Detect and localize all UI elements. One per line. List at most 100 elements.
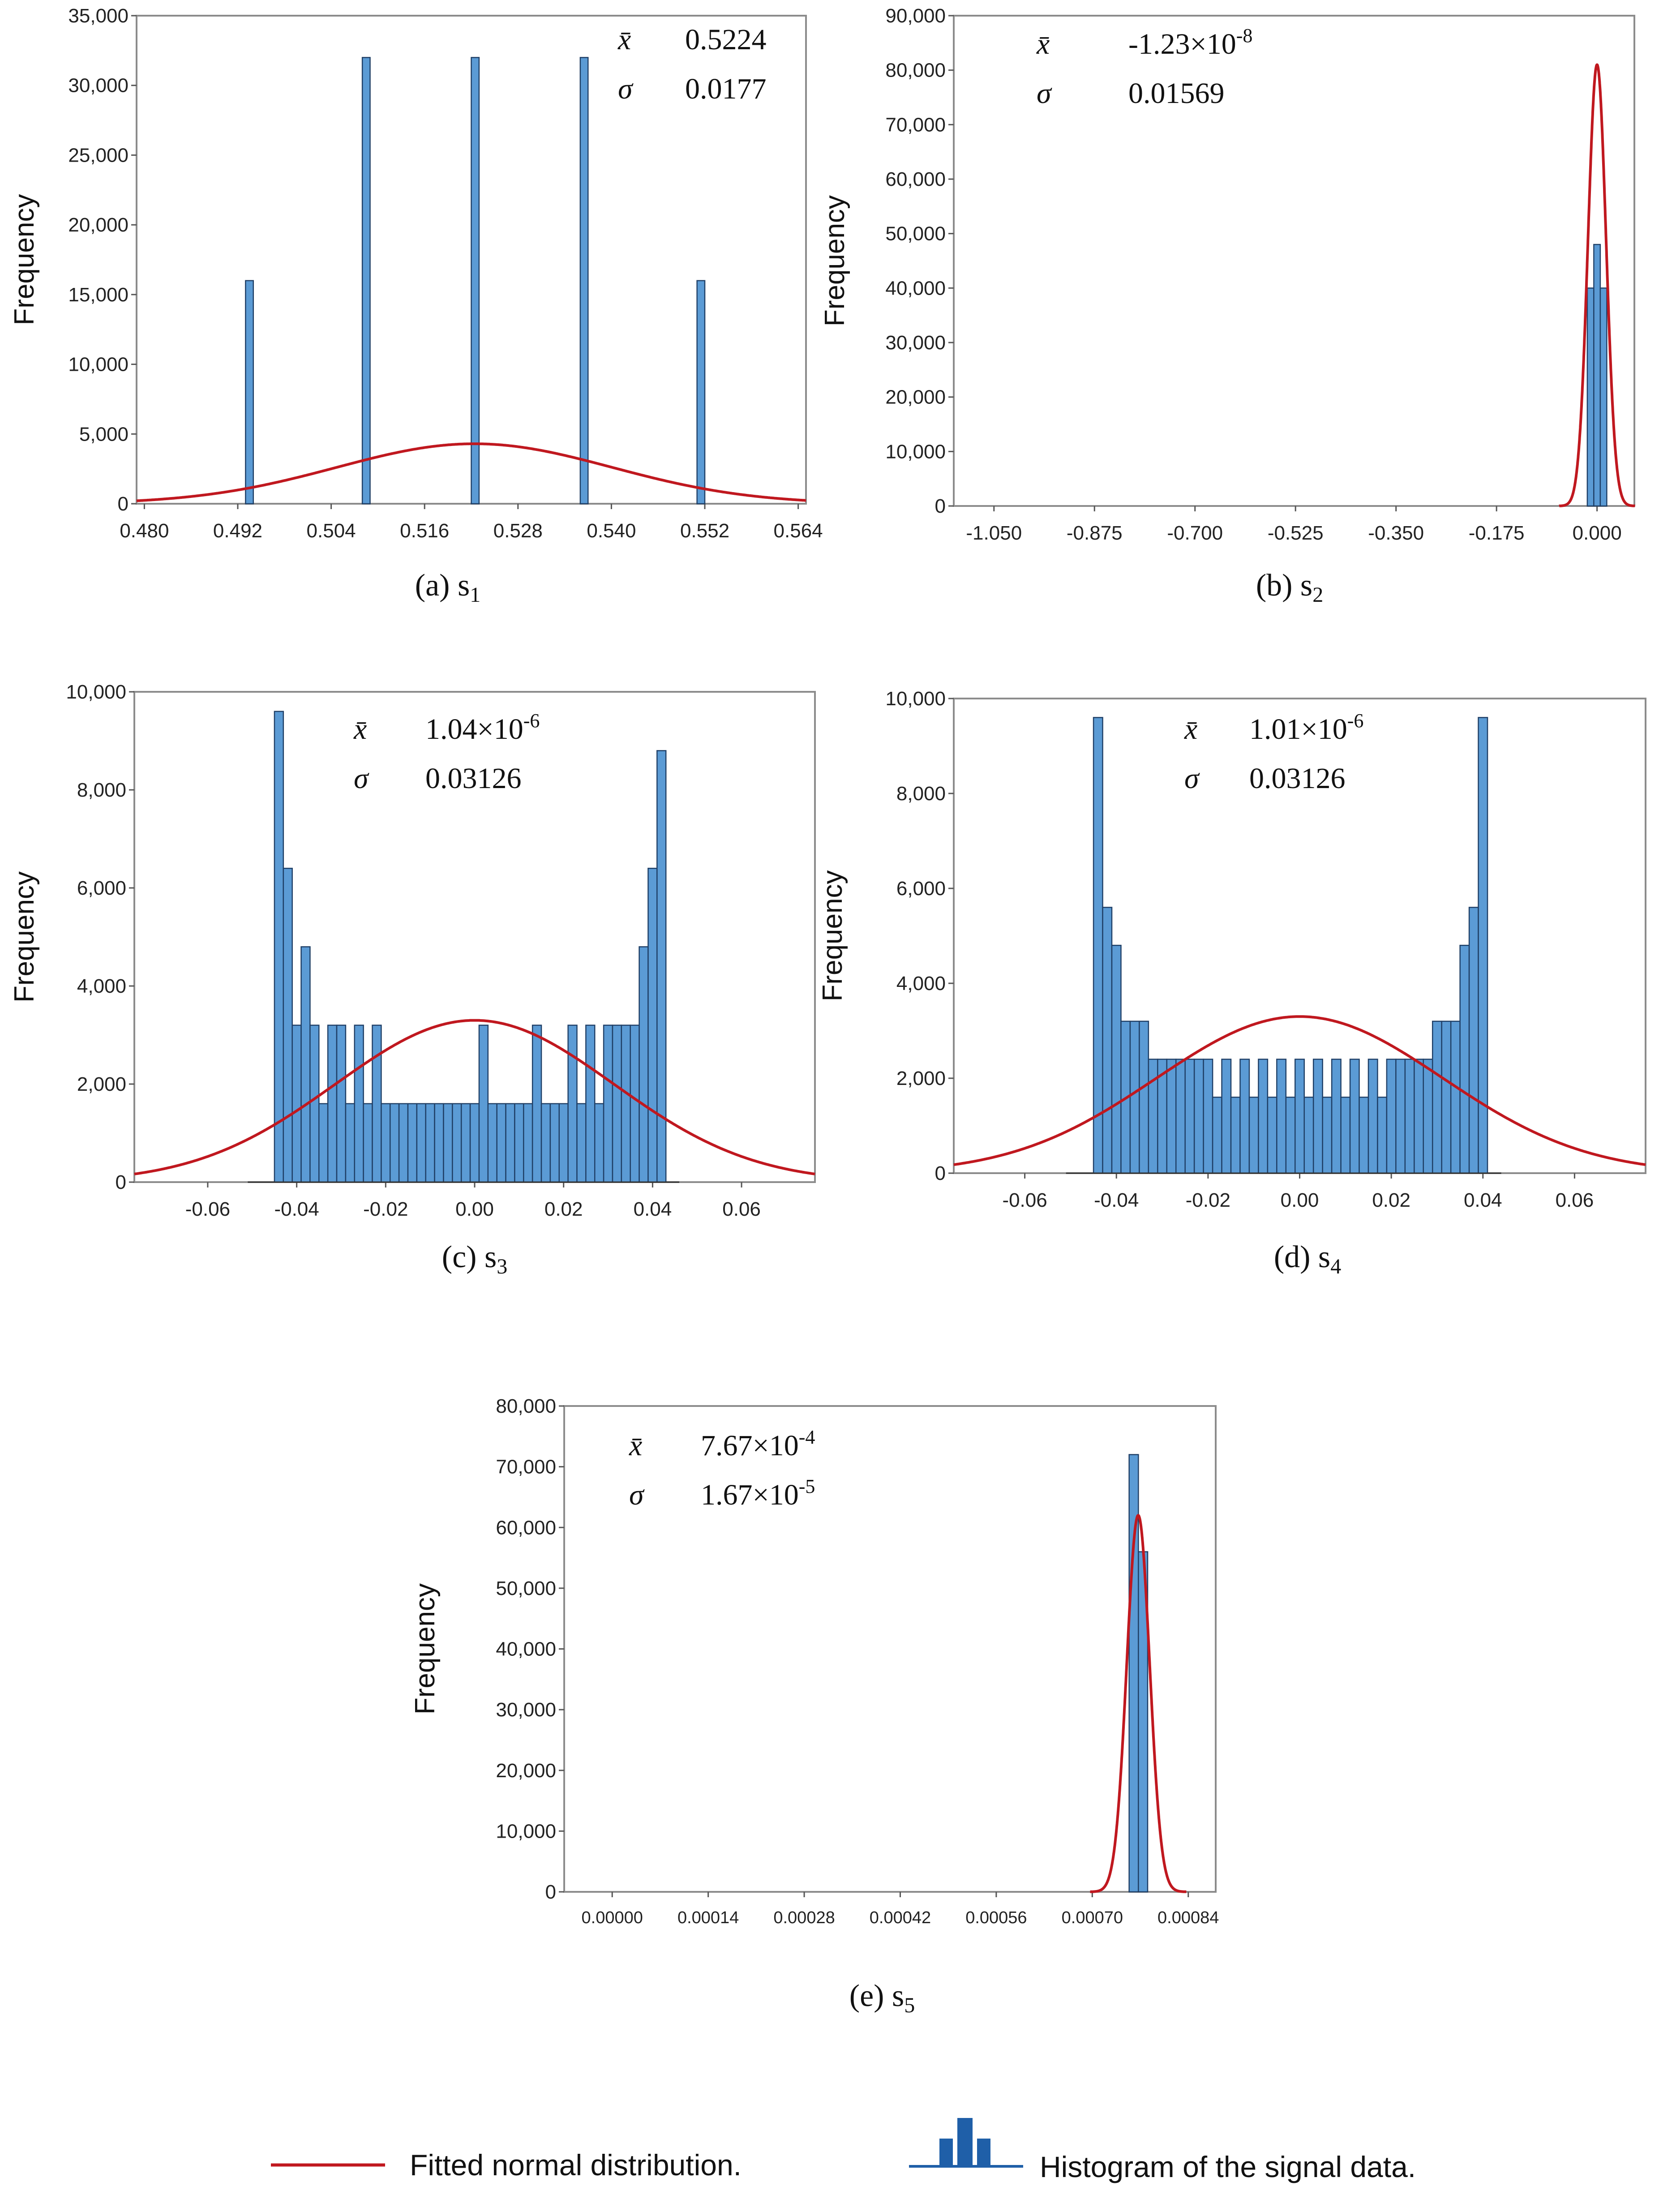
chart-d: 0 2,000 4,000 6,000 8,000 10,000 -0.06 -0.04 -0.… <box>817 688 1646 1278</box>
histogram-bar <box>1184 1059 1195 1174</box>
histogram-bar <box>416 1103 426 1183</box>
x-tick-label: 0.00028 <box>773 1908 835 1927</box>
histogram-bar <box>612 1025 622 1183</box>
histogram-bar <box>496 1103 506 1183</box>
histogram-bar <box>274 711 284 1183</box>
histogram-bar <box>1377 1097 1388 1174</box>
histogram-bar <box>363 1103 373 1183</box>
x-tick-label: -0.06 <box>1002 1189 1047 1211</box>
histogram-bars <box>1128 1454 1149 1893</box>
fitted-normal-curve <box>1089 1514 1187 1893</box>
y-tick-label: 20,000 <box>68 214 129 236</box>
mean-value: 0.5224 <box>685 23 767 56</box>
histogram-bar <box>1340 1097 1351 1174</box>
histogram-bar <box>1468 907 1479 1174</box>
y-tick-label: 4,000 <box>77 975 126 997</box>
y-tick-label: 30,000 <box>885 332 946 354</box>
histogram-bar <box>1441 1020 1452 1174</box>
y-tick-label: 90,000 <box>885 5 946 27</box>
histogram-bar <box>1423 1059 1433 1174</box>
y-tick-label: 6,000 <box>896 878 946 900</box>
x-tick-label: 0.504 <box>307 520 356 542</box>
legend-curve-label: Fitted normal distribution. <box>410 2148 742 2182</box>
y-tick-label: 6,000 <box>77 877 126 899</box>
y-tick-label: 0 <box>118 493 129 515</box>
histogram-bar <box>1349 1059 1360 1174</box>
histogram-bar <box>558 1103 569 1183</box>
y-tick-label: 0 <box>116 1171 126 1193</box>
histogram-bar <box>1267 1097 1277 1174</box>
y-tick-label: 30,000 <box>68 75 129 97</box>
x-tick-label: 0.04 <box>634 1198 672 1220</box>
mean-symbol: x̄ <box>629 1429 642 1462</box>
y-tick-label: 50,000 <box>885 223 946 245</box>
y-tick-label: 10,000 <box>885 441 946 463</box>
x-tick-label: -0.525 <box>1268 522 1324 544</box>
histogram-bar <box>1239 1059 1250 1174</box>
x-tick-label: 0.00000 <box>582 1908 643 1927</box>
histogram-bar <box>576 1103 587 1183</box>
histogram-bar <box>434 1103 444 1183</box>
y-axis-label: Frequency <box>9 871 40 1003</box>
x-tick-label: 0.06 <box>1556 1189 1594 1211</box>
histogram-bar <box>381 1103 391 1183</box>
sd-symbol: σ <box>618 73 634 105</box>
chart-c: 0 2,000 4,000 6,000 8,000 10,000 -0.06 -0.04 -0.… <box>9 681 816 1278</box>
histogram-bar <box>354 1025 364 1183</box>
histogram-bar <box>1586 287 1595 507</box>
x-tick-label: 0.00042 <box>870 1908 931 1927</box>
histogram-bar <box>471 57 480 505</box>
x-tick-label: 0.02 <box>544 1198 583 1220</box>
fitted-normal-curve <box>953 1015 1646 1166</box>
y-tick-label: 10,000 <box>885 688 946 710</box>
histogram-bar <box>567 1025 578 1183</box>
histogram-bar <box>283 867 293 1183</box>
histogram-bars <box>245 57 706 505</box>
x-tick-label: 0.02 <box>1372 1189 1410 1211</box>
histogram-bar <box>1248 1097 1259 1174</box>
x-tick-label: 0.06 <box>722 1198 761 1220</box>
histogram-bar <box>460 1103 471 1183</box>
y-tick-label: 40,000 <box>496 1638 556 1660</box>
histogram-bar <box>532 1025 542 1183</box>
mean-value: 1.04×10-6 <box>425 710 540 746</box>
x-tick-label: 0.480 <box>120 520 169 542</box>
histogram-bar <box>443 1103 453 1183</box>
y-tick-label: 35,000 <box>68 5 129 27</box>
sd-symbol: σ <box>354 762 369 795</box>
chart-caption: (d) s4 <box>1274 1240 1341 1278</box>
x-tick-label: -0.06 <box>185 1198 230 1220</box>
histogram-bar <box>1295 1059 1305 1174</box>
histogram-bar <box>1193 1059 1204 1174</box>
x-tick-label: 0.00014 <box>677 1908 739 1927</box>
histogram-bar <box>1129 1020 1140 1174</box>
y-tick-label: 20,000 <box>496 1760 556 1782</box>
mean-value: 1.01×10-6 <box>1249 710 1363 746</box>
histogram-bar <box>398 1103 409 1183</box>
histogram-bar <box>549 1103 560 1183</box>
histogram-bar <box>1312 1059 1323 1174</box>
mean-value: -1.23×10-8 <box>1128 25 1252 60</box>
y-tick-label: 30,000 <box>496 1699 556 1721</box>
mean-symbol: x̄ <box>1184 713 1197 746</box>
chart-caption: (c) s3 <box>442 1240 507 1278</box>
histogram-bar <box>579 57 589 505</box>
histogram-bar <box>309 1025 320 1183</box>
histogram-bar <box>1367 1059 1378 1174</box>
histogram-bar <box>540 1103 551 1183</box>
y-tick-label: 0 <box>545 1881 556 1903</box>
histogram-bar <box>1111 944 1122 1174</box>
histogram-bar <box>1230 1097 1241 1174</box>
histogram-bar <box>292 1025 302 1183</box>
histogram-bar <box>1148 1059 1158 1174</box>
chart-caption: (e) s5 <box>849 1979 915 2017</box>
histogram-bar <box>621 1025 631 1183</box>
y-tick-label: 5,000 <box>79 423 129 445</box>
histogram-bar <box>1221 1059 1232 1174</box>
chart-a: 0 5,000 10,000 15,000 20,000 25,000 30,000 35,0… <box>9 5 823 607</box>
y-tick-label: 60,000 <box>885 168 946 190</box>
sd-symbol: σ <box>1037 77 1052 110</box>
histogram-bar <box>1414 1059 1424 1174</box>
fitted-normal-curve <box>134 1019 815 1175</box>
